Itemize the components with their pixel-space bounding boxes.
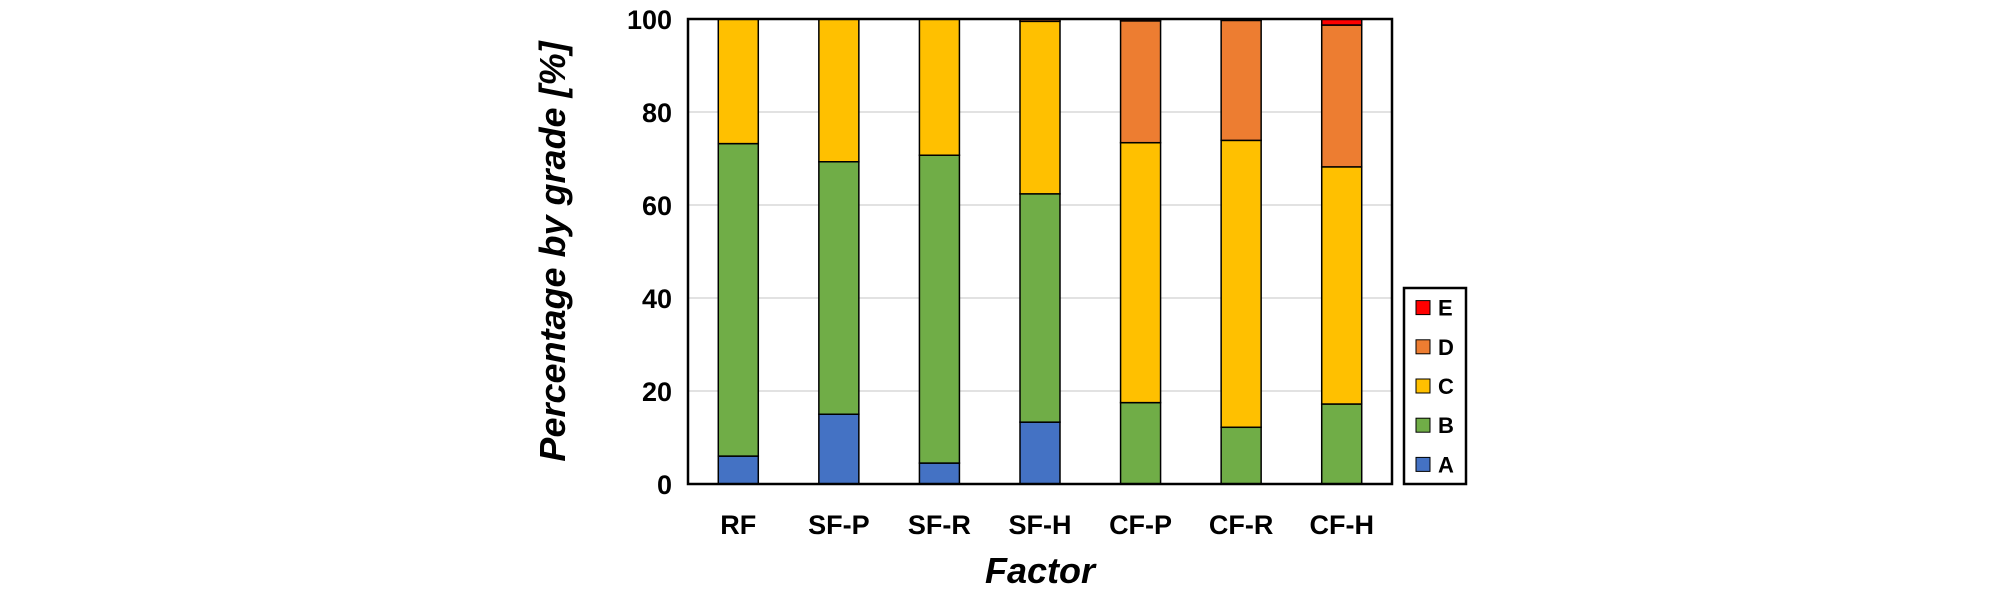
bar-segment-CF-R-C (1220, 139, 1262, 429)
y-tick-label: 60 (642, 191, 672, 221)
bar-segment-SF-R-C (918, 18, 961, 156)
bar-segment-SF-P-B (818, 161, 860, 415)
x-tick-label: CF-H (1309, 510, 1373, 540)
x-tick-label: RF (720, 510, 756, 540)
bar-segment-RF-A (717, 455, 760, 485)
bar-segment-CF-P-C (1119, 141, 1162, 404)
x-axis-ticks: RF SF-P SF-R SF-H CF-P CF-R CF-H (720, 510, 1374, 540)
legend-swatch-D (1415, 339, 1431, 355)
bar-segment-CF-R-D (1220, 19, 1262, 142)
x-tick-label: SF-R (908, 510, 971, 540)
bar-segment-SF-P-C (818, 18, 860, 163)
bar-segment-SF-R-A (918, 462, 961, 485)
x-tick-label: CF-R (1209, 510, 1273, 540)
bar-segment-RF-B (717, 142, 760, 457)
legend-label-C: C (1438, 374, 1454, 399)
x-tick-label: SF-P (808, 510, 870, 540)
y-axis-ticks: 0 20 40 60 80 100 (627, 5, 672, 500)
legend-swatch-B (1415, 417, 1431, 433)
y-tick-label: 20 (642, 377, 672, 407)
bar-segment-CF-P-D (1119, 20, 1162, 144)
legend-swatch-A (1415, 456, 1431, 472)
legend-label-A: A (1438, 452, 1454, 477)
bars (717, 18, 1363, 485)
legend-label-E: E (1438, 296, 1453, 321)
bar-segment-SF-H-A (1019, 421, 1061, 485)
bar-segment-SF-P-A (818, 413, 860, 485)
legend-swatch-E (1415, 300, 1431, 316)
legend-swatch-C (1415, 378, 1431, 394)
y-tick-label: 100 (627, 5, 672, 35)
bar-segment-CF-H-C (1320, 166, 1363, 405)
bar-segment-SF-H-B (1019, 193, 1061, 423)
bar-segment-CF-H-B (1320, 403, 1363, 485)
legend-label-D: D (1438, 335, 1454, 360)
y-axis-title: Percentage by grade [%] (532, 40, 573, 461)
bar-segment-SF-R-B (918, 154, 961, 464)
x-tick-label: CF-P (1109, 510, 1172, 540)
plot-area-frame (686, 17, 1394, 486)
y-tick-label: 0 (657, 470, 672, 500)
x-tick-label: SF-H (1009, 510, 1072, 540)
y-tick-label: 80 (642, 98, 672, 128)
legend-label-B: B (1438, 413, 1454, 438)
y-tick-label: 40 (642, 284, 672, 314)
legend-box (1402, 286, 1468, 486)
bar-segment-CF-H-D (1320, 24, 1363, 168)
bar-segment-SF-H-C (1019, 20, 1061, 195)
bar-segment-CF-P-B (1119, 401, 1162, 485)
x-axis-title: Factor (985, 550, 1097, 591)
bar-segment-RF-C (717, 18, 760, 145)
bar-segment-CF-R-B (1220, 426, 1262, 485)
